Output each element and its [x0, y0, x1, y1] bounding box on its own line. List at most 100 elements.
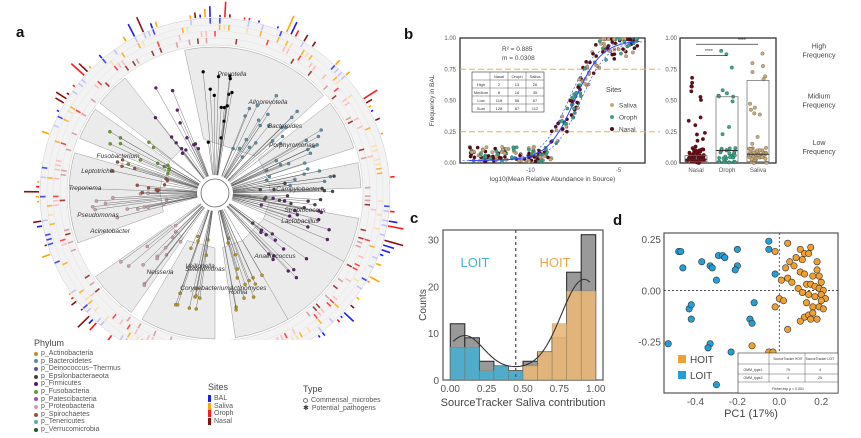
heatmap-cell — [297, 55, 302, 61]
heatmap-cell — [279, 334, 284, 340]
clade-wedge — [222, 240, 289, 338]
tree-tip — [295, 109, 299, 114]
tree-branch — [228, 127, 287, 181]
heatmap-cell — [323, 85, 329, 91]
heatmap-cell — [186, 26, 189, 33]
tree-branch — [232, 198, 330, 230]
tree-branch — [217, 105, 228, 176]
box-point — [750, 141, 755, 146]
heatmap-cell — [70, 289, 77, 294]
tree-tip — [154, 86, 158, 90]
heatmap-cell — [111, 313, 117, 320]
heatmap-cell — [276, 36, 280, 43]
tree-branch — [179, 122, 208, 177]
legend-label: Oroph — [619, 115, 637, 122]
tree-branch — [195, 210, 212, 296]
ring-divider — [46, 24, 384, 340]
box-point — [752, 105, 757, 110]
pca-point — [748, 319, 756, 327]
tree-branch — [120, 143, 200, 185]
tree-branch — [232, 195, 319, 212]
clade-wedge — [68, 152, 163, 192]
tree-tip — [267, 252, 271, 256]
data-point — [600, 37, 605, 42]
heatmap-cell — [354, 262, 360, 267]
phylum-legend-item: p_Fusobacteria — [34, 388, 121, 396]
tree-tip — [103, 201, 108, 206]
data-point — [533, 159, 538, 163]
clade-label: Porphyromonas — [269, 142, 316, 149]
tree-tip — [242, 296, 246, 300]
tree-tip — [111, 196, 115, 200]
site-legend-item: BAL — [208, 395, 233, 403]
pca-point — [788, 278, 796, 286]
data-point — [583, 66, 587, 71]
tree-tip — [201, 70, 205, 74]
heatmap-cell — [364, 238, 370, 242]
tree-branch — [232, 196, 322, 213]
tree-tip — [316, 217, 321, 222]
heatmap-cell — [56, 159, 62, 163]
data-point — [532, 155, 537, 159]
type-legend: Type Commensal_microbes ✱ Potential_path… — [303, 384, 381, 412]
heatmap-cell — [328, 317, 334, 323]
abundance-bar — [68, 292, 71, 296]
tree-tip — [174, 141, 178, 145]
heatmap-cell — [121, 52, 126, 58]
abundance-bar — [375, 262, 382, 267]
pca-point — [817, 278, 825, 286]
heatmap-cell — [305, 311, 311, 317]
heatmap-cell — [382, 219, 388, 222]
tree-branch — [165, 206, 204, 248]
x-tick-label: 0.0 — [772, 397, 786, 408]
abundance-bar — [193, 12, 197, 19]
tree-tip — [194, 287, 199, 291]
tree-tip — [120, 158, 125, 162]
tree-branch — [163, 196, 198, 205]
data-point — [468, 154, 473, 159]
pca-point — [796, 317, 804, 325]
heatmap-cell — [65, 232, 71, 236]
type-label: Commensal_microbes — [311, 397, 381, 404]
abundance-bar — [257, 20, 261, 23]
heatmap-cell — [283, 332, 288, 339]
heatmap-cell — [332, 284, 339, 290]
data-point — [531, 146, 536, 150]
tree-branch — [105, 194, 198, 204]
abundance-bar — [294, 30, 300, 37]
clade-label: Prevotella — [218, 71, 247, 78]
tree-branch — [232, 179, 295, 191]
phylum-legend-item: p_Spirochaetes — [34, 411, 121, 419]
tree-tip — [108, 142, 112, 146]
tree-branch — [229, 143, 281, 183]
abundance-bar — [321, 331, 326, 337]
clade-wedge — [79, 108, 171, 173]
heatmap-cell — [337, 71, 343, 77]
heatmap-cell — [109, 60, 115, 66]
tree-tip — [141, 263, 145, 267]
slope-m: m = 0.0308 — [502, 55, 535, 62]
heatmap-cell — [53, 124, 60, 129]
tree-branch — [220, 210, 236, 255]
box — [684, 155, 708, 163]
data-point — [591, 52, 595, 56]
tree-tip — [125, 207, 129, 211]
abundance-bar — [334, 59, 341, 66]
heatmap-cell — [294, 334, 299, 340]
tree-branch — [219, 210, 245, 299]
abundance-bar — [387, 225, 404, 230]
box-point — [699, 98, 703, 102]
heatmap-cell — [113, 65, 119, 71]
table-cell: OMM_type1 — [743, 368, 762, 372]
heatmap-cell — [247, 21, 250, 27]
tree-branch — [127, 196, 198, 210]
tree-branch — [214, 95, 216, 176]
heatmap-cell — [288, 42, 293, 49]
table-cell: High — [477, 82, 485, 87]
heatmap-cell — [119, 319, 124, 325]
fit-curve — [474, 41, 646, 161]
tree-branch — [221, 209, 254, 298]
data-point — [635, 44, 640, 48]
tree-branch — [222, 209, 256, 285]
site-swatch-icon — [208, 402, 211, 410]
